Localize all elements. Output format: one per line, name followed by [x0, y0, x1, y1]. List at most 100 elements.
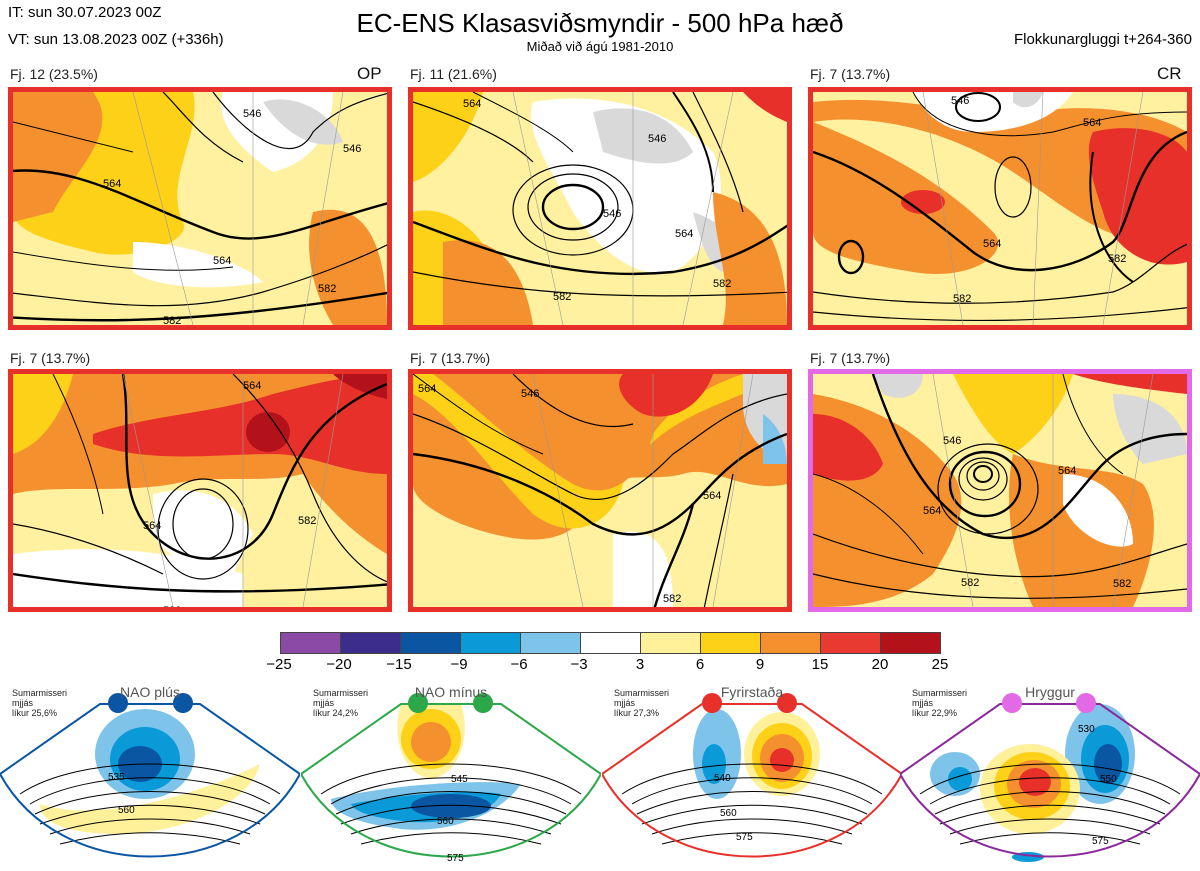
contour-label: 564	[675, 228, 693, 240]
colorbar-tick: 20	[871, 656, 889, 673]
panel-1-label: Fj. 12 (23.5%)	[10, 66, 98, 82]
map-graphic: 564 564 582 582	[13, 374, 387, 607]
regime-info: Sumarmisseri mjjás líkur 25,6%	[12, 688, 67, 718]
regime-map: 535 560	[0, 693, 300, 858]
cluster-map-5[interactable]: 564 546 564 582	[408, 369, 792, 612]
regime-info: Sumarmisseri mjjás líkur 22,9%	[912, 688, 967, 718]
page-title: EC-ENS Klasasviðsmyndir - 500 hPa hæð	[356, 8, 844, 38]
colorbar-tick: −9	[450, 656, 468, 673]
colorbar-tick: 3	[635, 656, 645, 673]
colorbar-segment	[580, 632, 641, 654]
contour-label: 564	[463, 98, 481, 110]
panel-3-label: Fj. 7 (13.7%)	[810, 66, 891, 82]
contour-label: 582	[1113, 578, 1131, 590]
map-graphic: 564 564 582 546 546 582	[13, 92, 387, 325]
contour-label: 564	[243, 380, 261, 392]
regime-nao-plus[interactable]: 535 560 NAO plús Sumarmisseri mjjás líku…	[0, 684, 300, 871]
regime-info-line: mjjás	[12, 698, 34, 708]
colorbar-tick: 6	[695, 656, 705, 673]
map-graphic: 546 564 564 582 582	[813, 374, 1187, 607]
regime-name: Hryggur	[1025, 684, 1075, 700]
contour-label: 530	[1078, 724, 1095, 735]
cluster-map-6[interactable]: 546 564 564 582 582	[808, 369, 1192, 612]
page-subtitle: Miðað við ágú 1981-2010	[526, 39, 674, 54]
regime-ridge[interactable]: 530 550 575 Hryggur Sumarmisseri mjjás l…	[900, 684, 1200, 871]
contour-label: 582	[961, 577, 979, 589]
contour-label: 564	[1083, 117, 1101, 129]
clustering-window: Flokkunargluggi t+264-360	[1013, 31, 1192, 48]
regime-name: Fyrirstaða	[720, 684, 784, 700]
contour-label: 535	[108, 772, 125, 783]
colorbar-segment	[760, 632, 821, 654]
contour-label: 564	[1058, 465, 1076, 477]
cluster-map-1[interactable]: 564 564 582 546 546 582	[8, 87, 392, 330]
contour-label: 546	[603, 208, 621, 220]
colorbar-tick: −25	[266, 656, 292, 673]
regime-info: Sumarmisseri mjjás líkur 24,2%	[313, 688, 368, 718]
map-graphic: 564 546 546 564 582 582	[413, 92, 787, 325]
regime-info-line: mjjás	[313, 698, 335, 708]
regime-nao-minus[interactable]: 545 560 575 NAO mínus Sumarmisseri mjjás…	[301, 684, 601, 871]
contour-label: 545	[451, 774, 468, 785]
contour-label: 582	[953, 293, 971, 305]
contour-label: 582	[163, 605, 181, 607]
colorbar-segment	[280, 632, 341, 654]
contour-label: 560	[720, 808, 737, 819]
regime-blocking[interactable]: 540 560 575 Fyrirstaða Sumarmisseri mjjá…	[602, 684, 902, 871]
contour-label: 582	[713, 278, 731, 290]
panel-2-label: Fj. 11 (21.6%)	[410, 66, 497, 82]
contour-label: 564	[103, 178, 121, 190]
map-graphic: 546 564 564 582 582	[813, 92, 1187, 325]
colorbar-segment	[640, 632, 701, 654]
contour-label: 540	[714, 773, 731, 784]
contour-label: 560	[437, 816, 454, 827]
contour-label: 575	[447, 853, 464, 864]
regime-info-line: mjjás	[614, 698, 636, 708]
regime-info-line: Sumarmisseri	[12, 688, 68, 698]
contour-label: 546	[943, 435, 961, 447]
colorbar-tick: −20	[326, 656, 352, 673]
regime-info-line: mjjás	[912, 698, 934, 708]
map-graphic: 564 546 564 582	[413, 374, 787, 607]
regime-info: Sumarmisseri mjjás líkur 27,3%	[614, 688, 669, 718]
contour-label: 546	[243, 108, 261, 120]
contour-label: 564	[923, 505, 941, 517]
contour-label: 550	[1100, 774, 1117, 785]
panel-4-label: Fj. 7 (13.7%)	[10, 350, 91, 366]
valid-time: VT: sun 13.08.2023 00Z (+336h)	[8, 31, 224, 48]
regime-name: NAO mínus	[414, 684, 488, 700]
cluster-map-4[interactable]: 564 564 582 582	[8, 369, 392, 612]
contour-label: 582	[163, 315, 181, 325]
contour-label: 546	[343, 143, 361, 155]
contour-label: 564	[703, 490, 721, 502]
contour-label: 582	[318, 283, 336, 295]
contour-label: 546	[951, 95, 969, 107]
panel-5-label: Fj. 7 (13.7%)	[410, 350, 491, 366]
colorbar-segment	[340, 632, 401, 654]
colorbar-segment	[820, 632, 881, 654]
contour-label: 582	[553, 291, 571, 303]
panel-3-tag: CR	[1157, 64, 1182, 83]
regime-info-line: líkur 22,9%	[912, 708, 958, 718]
contour-label: 564	[143, 520, 161, 532]
contour-label: 546	[648, 133, 666, 145]
colorbar-segment	[880, 632, 941, 654]
cluster-map-3[interactable]: 546 564 564 582 582	[808, 87, 1192, 330]
regime-info-line: Sumarmisseri	[614, 688, 670, 698]
regime-info-line: líkur 25,6%	[12, 708, 58, 718]
initial-time: IT: sun 30.07.2023 00Z	[8, 4, 162, 21]
contour-label: 560	[118, 805, 135, 816]
panel-1-tag: OP	[357, 64, 382, 83]
regime-map: 530 550 575	[900, 693, 1200, 862]
regime-name: NAO plús	[120, 684, 180, 700]
cluster-map-2[interactable]: 564 546 546 564 582 582	[408, 87, 792, 330]
colorbar-tick: −15	[386, 656, 412, 673]
colorbar-tick: −3	[570, 656, 588, 673]
contour-label: 582	[298, 515, 316, 527]
colorbar-segment	[460, 632, 521, 654]
contour-label: 546	[521, 388, 539, 400]
regime-map: 545 560 575	[301, 693, 601, 864]
contour-label: 564	[983, 238, 1001, 250]
contour-label: 575	[1092, 836, 1109, 847]
contour-label: 564	[213, 255, 231, 267]
